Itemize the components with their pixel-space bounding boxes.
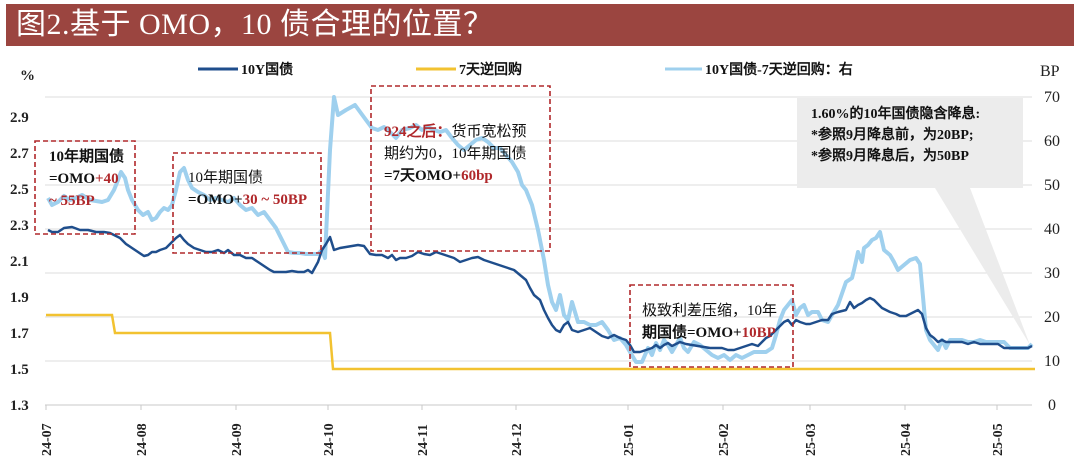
left-tick: 2.5 — [10, 182, 29, 198]
callout-implied-cut: 1.60%的10年国债隐含降息: *参照9月降息前，为20BP; *参照9月降息… — [797, 98, 1023, 188]
left-tick: 2.9 — [10, 110, 29, 126]
callout-text: 1.60%的10年国债隐含降息: *参照9月降息前，为20BP; *参照9月降息… — [811, 104, 980, 167]
callout-line: *参照9月降息前，为20BP; — [811, 128, 974, 143]
legend-label-spread: 10Y国债-7天逆回购：右 — [705, 61, 853, 78]
x-tick-label: 24-07 — [40, 423, 55, 456]
series-spread — [46, 95, 1034, 364]
annotation-text: =OMO — [49, 171, 96, 187]
annotation-frame-1 — [34, 140, 136, 235]
x-tick-label: 24-11 — [416, 424, 431, 456]
right-tick: 0 — [1048, 397, 1056, 414]
left-tick: 1.9 — [10, 290, 29, 306]
gridlines — [45, 96, 1032, 406]
annotation-line: 期约为0，10年期国债 — [384, 146, 527, 162]
x-tick-label: 24-08 — [135, 423, 150, 456]
right-tick: 40 — [1044, 221, 1060, 238]
annotation-line: 10年期国债 — [49, 149, 125, 165]
annotation-frame-4 — [629, 284, 794, 368]
x-tick-label: 25-02 — [717, 423, 732, 456]
legend-label-10y: 10Y国债 — [241, 61, 293, 78]
left-tick: 2.7 — [10, 146, 29, 162]
series-omo-7d — [46, 313, 1035, 371]
annotation-line: 10年期国债 — [188, 170, 264, 186]
right-tick: 50 — [1044, 177, 1060, 194]
x-tick-label: 24-12 — [510, 423, 525, 456]
annotation-highlight: 60bp — [461, 168, 493, 184]
x-tick-label: 25-03 — [804, 423, 819, 456]
x-tick-label: 25-05 — [991, 423, 1006, 456]
annotation-frames — [34, 85, 794, 368]
right-axis-unit: BP — [1040, 63, 1060, 80]
x-tick-label: 24-10 — [322, 423, 337, 456]
left-tick: 1.3 — [10, 398, 29, 414]
callout-line: *参照9月降息后，为50BP — [811, 149, 969, 164]
annotation-text: =OMO+ — [188, 192, 243, 208]
annotation-omo-40-55: 10年期国债 =OMO+40 ~ 55BP — [49, 146, 124, 212]
callout-pointer — [935, 188, 1030, 345]
x-tick-label: 25-04 — [899, 423, 914, 456]
left-tick: 1.7 — [10, 326, 29, 342]
annotation-frame-2 — [172, 152, 322, 254]
left-tick: 2.1 — [10, 254, 29, 270]
annotation-text: 期国债=OMO+ — [642, 325, 742, 341]
right-tick: 60 — [1044, 133, 1060, 150]
x-tick-marks — [45, 405, 998, 410]
right-tick: 10 — [1044, 353, 1060, 370]
annotation-text: 货币宽松预 — [451, 124, 527, 140]
right-tick: 20 — [1044, 309, 1060, 326]
annotation-924: 924之后：货币宽松预 期约为0，10年期国债 =7天OMO+60bp — [384, 121, 527, 187]
chart-title: 图2.基于 OMO，10 债合理的位置？ — [16, 8, 494, 41]
title-bar: 图2.基于 OMO，10 债合理的位置？ — [6, 4, 1074, 46]
annotation-line: 极致利差压缩，10年 — [642, 303, 778, 319]
annotation-frame-3 — [370, 85, 551, 252]
x-tick-label: 25-01 — [622, 423, 637, 456]
annotation-highlight: 30 ~ 50BP — [242, 192, 308, 208]
annotation-spread-compression: 极致利差压缩，10年 期国债=OMO+10BP — [642, 300, 777, 344]
annotation-highlight: +40 — [95, 171, 119, 187]
annotation-text: =7天OMO+ — [384, 168, 462, 184]
annotation-highlight: 10BP — [741, 325, 776, 341]
callout-line: 1.60%的10年国债隐含降息: — [811, 107, 981, 122]
legend: 10Y国债 7天逆回购 10Y国债-7天逆回购：右 — [198, 61, 853, 78]
x-tick-label: 24-09 — [230, 423, 245, 456]
right-tick: 70 — [1044, 89, 1060, 106]
annotation-highlight: ~ 55BP — [49, 193, 95, 209]
left-axis-unit: % — [20, 68, 35, 84]
annotation-omo-30-50: 10年期国债 =OMO+30 ~ 50BP — [188, 167, 307, 211]
right-tick: 30 — [1044, 265, 1060, 282]
legend-label-omo: 7天逆回购 — [459, 61, 522, 78]
left-tick: 2.3 — [10, 218, 29, 234]
left-tick: 1.5 — [10, 362, 29, 378]
annotation-highlight: 924之后： — [384, 124, 452, 140]
